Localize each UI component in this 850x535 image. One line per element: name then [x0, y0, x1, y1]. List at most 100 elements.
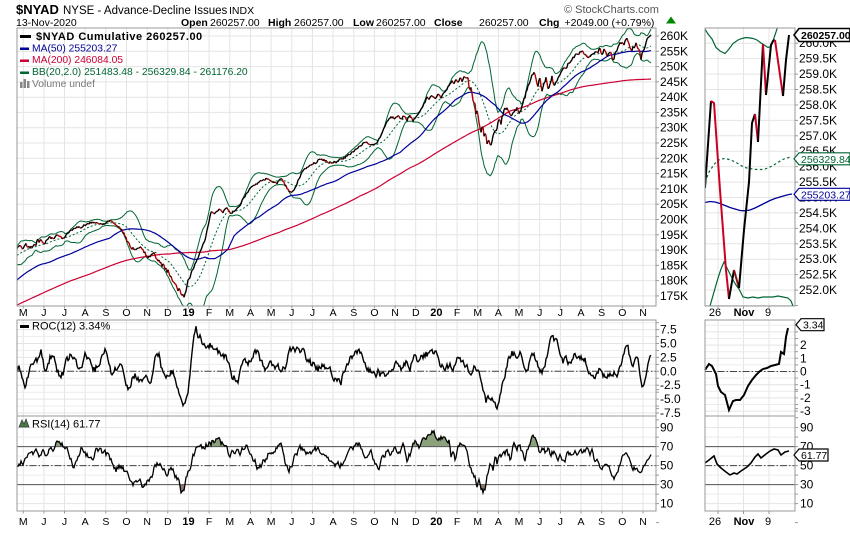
svg-text:J: J [310, 307, 315, 319]
svg-text:-1: -1 [800, 378, 811, 392]
svg-text:20: 20 [430, 516, 442, 528]
svg-text:J: J [41, 516, 46, 528]
svg-text:240K: 240K [660, 90, 688, 104]
svg-text:Low: Low [353, 17, 375, 29]
svg-text:255K: 255K [660, 44, 688, 58]
svg-text:M: M [267, 516, 276, 528]
svg-text:F: F [206, 307, 212, 319]
svg-text:RSI(14) 61.77: RSI(14) 61.77 [32, 419, 100, 431]
svg-text:253.0K: 253.0K [799, 252, 837, 266]
svg-text:20: 20 [430, 307, 442, 319]
svg-text:205K: 205K [660, 197, 688, 211]
svg-text:N: N [391, 516, 399, 528]
svg-text:High: High [268, 17, 291, 29]
svg-text:M: M [267, 307, 276, 319]
svg-text:J: J [41, 307, 46, 319]
svg-text:$NYAD: $NYAD [16, 2, 59, 17]
svg-text:Nov: Nov [734, 307, 756, 319]
svg-text:-2: -2 [800, 391, 811, 405]
svg-text:S: S [598, 307, 605, 319]
svg-text:NYSE - Advance-Decline Issues: NYSE - Advance-Decline Issues [63, 5, 228, 17]
svg-text:13-Nov-2020: 13-Nov-2020 [16, 17, 77, 29]
svg-text:N: N [639, 307, 647, 319]
svg-text:A: A [578, 307, 585, 319]
svg-text:A: A [82, 307, 89, 319]
svg-text:260257.00: 260257.00 [376, 17, 426, 29]
svg-text:Chg: Chg [539, 17, 559, 29]
svg-text:9: 9 [765, 307, 771, 319]
svg-text:2: 2 [800, 338, 807, 352]
svg-text:+2049.00 (+0.79%): +2049.00 (+0.79%) [565, 17, 655, 29]
svg-text:26: 26 [709, 307, 721, 319]
svg-text:J: J [558, 307, 563, 319]
svg-text:M: M [473, 516, 482, 528]
svg-text:D: D [164, 307, 172, 319]
svg-text:258.0K: 258.0K [799, 98, 837, 112]
svg-text:5.0: 5.0 [660, 337, 677, 351]
svg-text:50: 50 [800, 459, 814, 473]
svg-text:258.5K: 258.5K [799, 82, 837, 96]
svg-text:1: 1 [800, 351, 807, 365]
svg-text:A: A [495, 516, 502, 528]
svg-text:J: J [558, 516, 563, 528]
svg-text:2.5: 2.5 [660, 350, 677, 364]
svg-text:S: S [350, 516, 357, 528]
svg-text:0: 0 [800, 365, 807, 379]
svg-text:255203.27: 255203.27 [801, 189, 850, 201]
svg-text:7.5: 7.5 [660, 323, 677, 337]
svg-text:30: 30 [800, 478, 814, 492]
svg-text:BB(20,2.0) 251483.48 - 256329.: BB(20,2.0) 251483.48 - 256329.84 - 26117… [32, 67, 248, 78]
svg-text:260257.00: 260257.00 [479, 17, 529, 29]
svg-text:185K: 185K [660, 258, 688, 272]
svg-text:F: F [206, 516, 212, 528]
svg-text:O: O [370, 516, 378, 528]
svg-text:A: A [578, 516, 585, 528]
svg-text:90: 90 [660, 421, 674, 435]
svg-text:Open: Open [181, 17, 208, 29]
svg-text:S: S [598, 516, 605, 528]
svg-text:210K: 210K [660, 182, 688, 196]
svg-text:M: M [19, 307, 28, 319]
svg-text:MA(50) 255203.27: MA(50) 255203.27 [32, 44, 118, 55]
svg-text:O: O [618, 516, 626, 528]
svg-text:260K: 260K [660, 29, 688, 43]
svg-text:S: S [350, 307, 357, 319]
svg-text:J: J [289, 307, 294, 319]
svg-text:254.5K: 254.5K [799, 206, 837, 220]
svg-text:256329.84: 256329.84 [801, 154, 850, 166]
svg-text:9: 9 [765, 516, 771, 528]
svg-text:3.34: 3.34 [803, 320, 824, 332]
svg-text:O: O [122, 307, 130, 319]
svg-text:225K: 225K [660, 136, 688, 150]
svg-text:D: D [412, 307, 420, 319]
svg-text:10: 10 [660, 497, 674, 511]
svg-text:M: M [515, 516, 524, 528]
svg-text:253.5K: 253.5K [799, 237, 837, 251]
svg-text:50: 50 [660, 459, 674, 473]
svg-text:N: N [639, 516, 647, 528]
svg-text:10: 10 [800, 497, 814, 511]
svg-text:O: O [618, 307, 626, 319]
svg-text:J: J [537, 516, 542, 528]
svg-text:30: 30 [660, 478, 674, 492]
svg-text:220K: 220K [660, 151, 688, 165]
svg-text:0.0: 0.0 [660, 364, 677, 378]
svg-text:61.77: 61.77 [801, 450, 827, 462]
svg-text:D: D [412, 516, 420, 528]
svg-text:180K: 180K [660, 274, 688, 288]
svg-text:N: N [143, 516, 151, 528]
svg-text:19: 19 [182, 307, 194, 319]
svg-text:175K: 175K [660, 289, 688, 303]
svg-text:INDX: INDX [229, 5, 254, 17]
svg-text:N: N [391, 307, 399, 319]
svg-text:26: 26 [709, 516, 721, 528]
svg-text:250K: 250K [660, 60, 688, 74]
svg-text:230K: 230K [660, 121, 688, 135]
svg-text:260257.00: 260257.00 [294, 17, 344, 29]
svg-text:260257.00: 260257.00 [210, 17, 260, 29]
svg-text:F: F [454, 516, 460, 528]
svg-text:N: N [143, 307, 151, 319]
svg-text:A: A [330, 516, 337, 528]
svg-text:254.0K: 254.0K [799, 221, 837, 235]
svg-text:70: 70 [660, 440, 674, 454]
